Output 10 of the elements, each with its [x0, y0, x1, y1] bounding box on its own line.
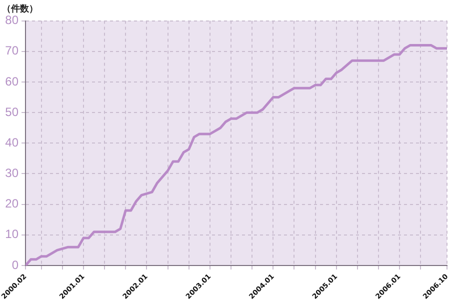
- y-tick-label: 0: [12, 258, 19, 272]
- y-tick-label: 80: [5, 13, 19, 28]
- y-tick-label: 40: [5, 135, 19, 150]
- y-tick-label: 10: [5, 227, 19, 242]
- y-tick-label: 60: [5, 74, 19, 88]
- y-tick-label: 70: [5, 44, 19, 58]
- y-tick-label: 20: [5, 196, 19, 211]
- y-tick-label: 30: [5, 166, 19, 180]
- y-axis-title: （件数）: [2, 4, 38, 15]
- y-tick-label: 50: [5, 104, 19, 119]
